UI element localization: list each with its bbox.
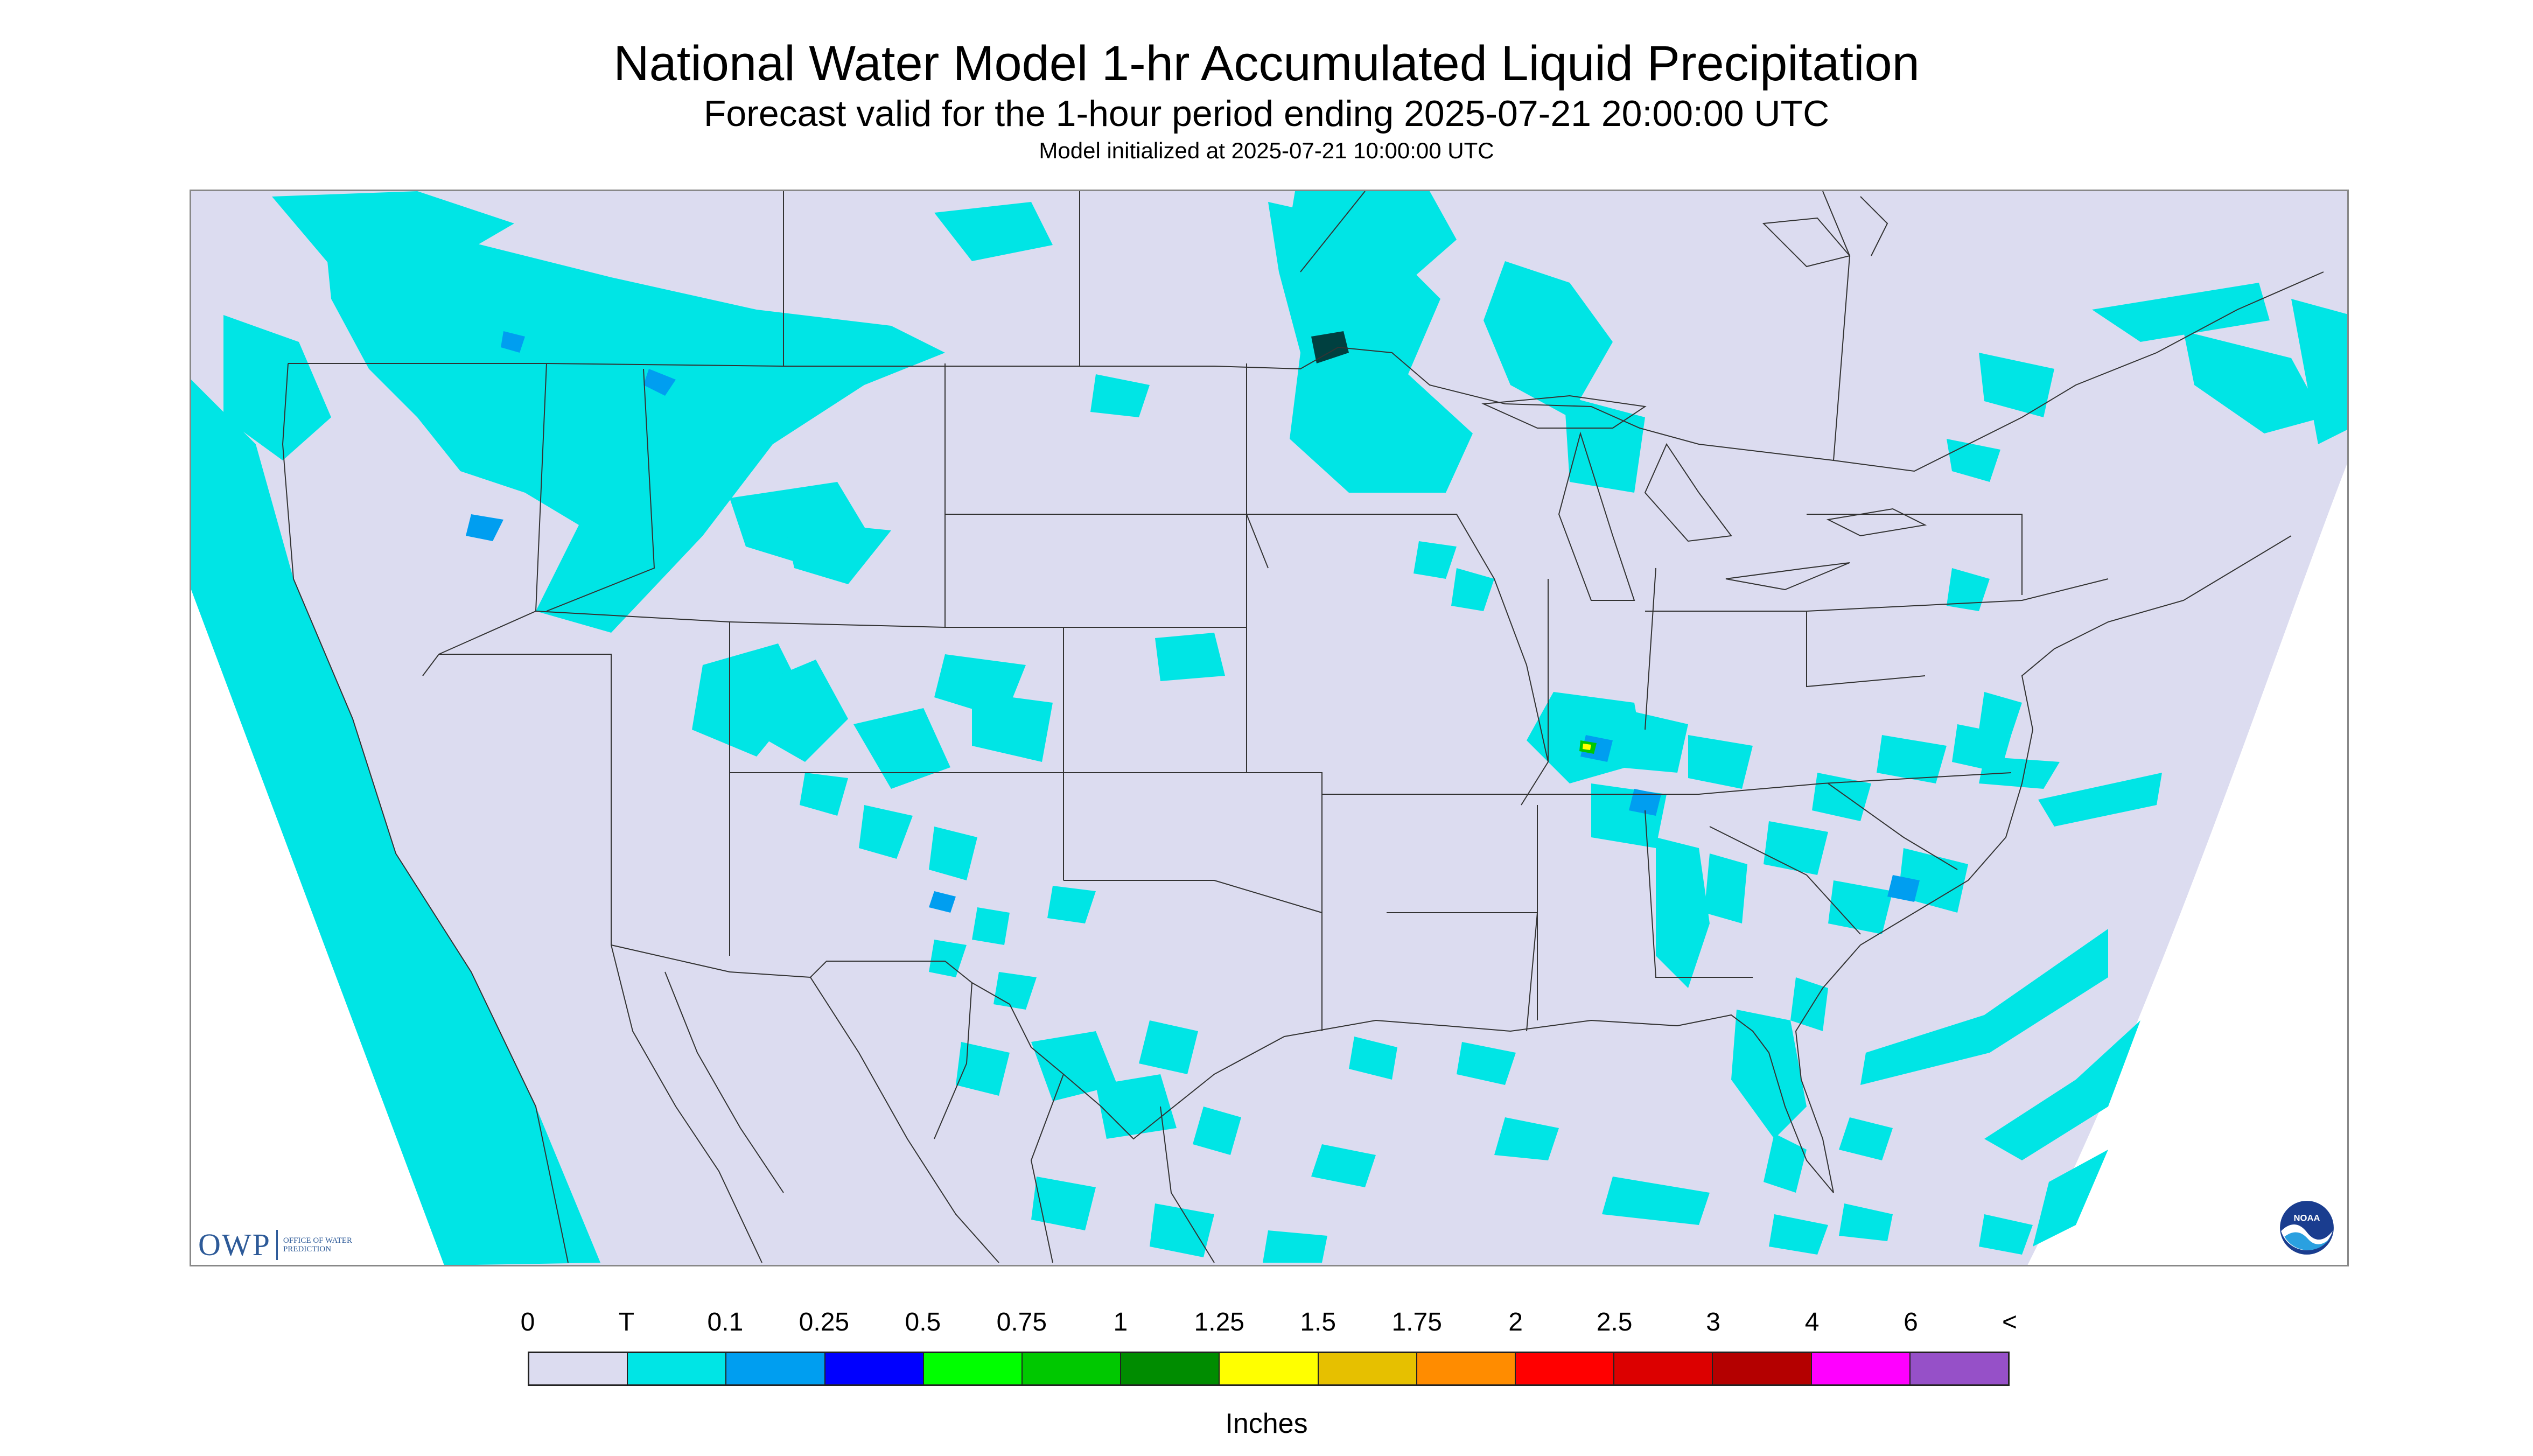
legend-swatch	[1318, 1353, 1417, 1384]
noaa-logo-water	[2284, 1232, 2331, 1250]
legend-tick-label: 1.75	[1391, 1308, 1442, 1336]
legend-tick-label: 0	[520, 1308, 535, 1336]
legend-swatch	[1417, 1353, 1516, 1384]
legend-swatch	[1220, 1353, 1319, 1384]
heavier-precip-cells	[466, 331, 1920, 913]
noaa-logo: NOAA	[2280, 1201, 2334, 1255]
legend-tick-label: <	[2002, 1308, 2018, 1336]
legend-swatch	[1023, 1353, 1122, 1384]
legend-tick-label: 2	[1508, 1308, 1523, 1336]
legend-tick-label: 2.5	[1596, 1308, 1633, 1336]
legend-tick-label: 4	[1804, 1308, 1820, 1336]
intense-precip-cells	[1311, 331, 1597, 754]
state-and-country-boundaries	[282, 191, 2324, 1263]
legend-swatch	[1811, 1353, 1911, 1384]
legend-tick-label: 3	[1706, 1308, 1720, 1336]
model-init-line: Model initialized at 2025-07-21 10:00:00…	[1039, 138, 1494, 163]
legend-tick-label: 1	[1113, 1308, 1128, 1336]
legend-tick-label: T	[618, 1308, 635, 1336]
precipitation-trace-areas	[191, 191, 2347, 1265]
legend-swatch	[923, 1353, 1023, 1384]
legend-tick-label: 1.5	[1300, 1308, 1337, 1336]
legend-swatch	[1516, 1353, 1615, 1384]
outside-domain-right	[2027, 463, 2347, 1265]
legend-tick-label: 0.1	[707, 1308, 744, 1336]
legend-swatch	[529, 1353, 628, 1384]
legend-swatch	[726, 1353, 825, 1384]
legend-tick-label: 1.25	[1194, 1308, 1244, 1336]
legend-swatch	[1614, 1353, 1713, 1384]
map-subtitle: Forecast valid for the 1-hour period end…	[703, 93, 1830, 134]
legend-tick-label: 0.25	[799, 1308, 850, 1336]
legend-units: Inches	[1225, 1408, 1308, 1439]
legend-swatch	[628, 1353, 727, 1384]
owp-logo: OWP OFFICE OF WATER PREDICTION	[198, 1227, 364, 1263]
legend-swatch	[1713, 1353, 1812, 1384]
owp-logo-text: OFFICE OF WATER PREDICTION	[283, 1236, 352, 1254]
legend-tick-label: 0.75	[996, 1308, 1047, 1336]
noaa-logo-text: NOAA	[2294, 1213, 2320, 1223]
color-scale-bar	[528, 1352, 2010, 1386]
map-canvas	[191, 191, 2347, 1265]
legend-tick-label: 0.5	[905, 1308, 941, 1336]
map-title: National Water Model 1-hr Accumulated Li…	[613, 36, 1920, 91]
owp-logo-divider	[276, 1229, 278, 1260]
legend-swatch	[1910, 1353, 2009, 1384]
legend-tick-label: 6	[1904, 1308, 1918, 1336]
owp-logo-mark: OWP	[198, 1227, 271, 1262]
legend-swatch	[825, 1353, 924, 1384]
precipitation-map	[190, 190, 2349, 1266]
legend-swatch	[1121, 1353, 1220, 1384]
